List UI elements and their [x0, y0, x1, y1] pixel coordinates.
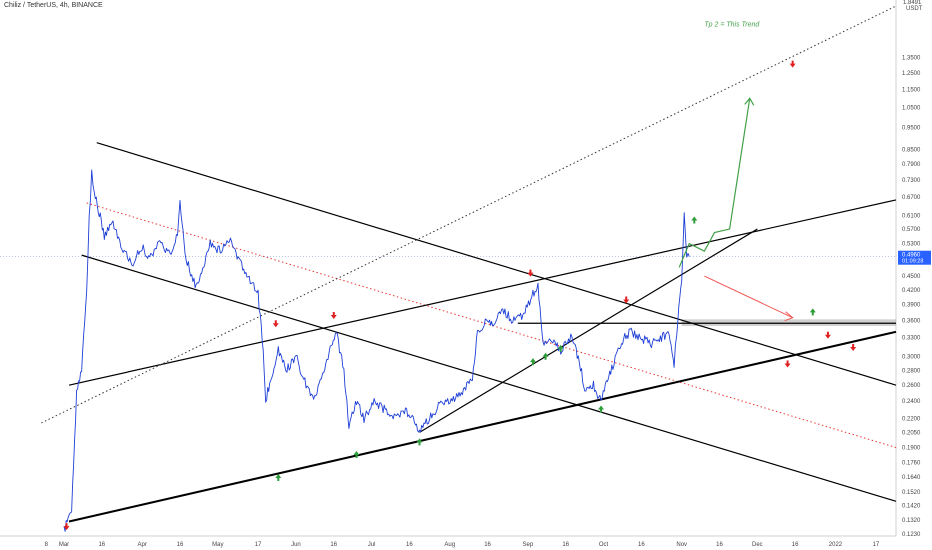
y-tick-label: 0.6700: [902, 195, 921, 201]
x-tick-label: Sep: [523, 542, 534, 548]
projection-arrow-red: [704, 275, 793, 319]
down-arrow-marker: [784, 360, 791, 368]
y-tick-label: 0.2050: [902, 430, 921, 436]
y-tick-label: 0.5300: [902, 242, 921, 248]
up-arrow-marker: [275, 474, 282, 482]
x-tick-label: Jun: [291, 542, 301, 548]
y-tick-label: 1.1500: [902, 87, 921, 93]
axis-unit-label: USDT: [906, 6, 923, 12]
x-tick-label: 16: [330, 542, 337, 548]
x-tick-label: 16: [177, 542, 184, 548]
down-arrow-marker: [272, 320, 279, 328]
down-arrow-marker: [824, 331, 831, 339]
y-tick-label: 1.2500: [902, 71, 921, 77]
price-tag-box: [898, 250, 931, 265]
y-tick-label: 0.7900: [902, 162, 921, 168]
up-arrow-marker: [809, 308, 816, 316]
y-tick-label: 0.8500: [902, 148, 921, 154]
y-tick-label: 0.1900: [902, 446, 921, 452]
y-tick-label: 0.1520: [902, 490, 921, 496]
y-tick-label: 0.5700: [902, 227, 921, 233]
y-tick-label: 0.3600: [902, 318, 921, 324]
descending-midline: [86, 202, 897, 449]
inner-trend: [419, 228, 758, 433]
up-arrow-marker: [557, 344, 564, 352]
x-tick-label: 16: [562, 542, 569, 548]
y-tick-label: 0.9500: [902, 125, 921, 131]
down-arrow-marker: [330, 311, 337, 319]
price-tag-countdown: 01:09:28: [902, 259, 923, 265]
chart-header: Chiliz / TetherUS, 4h, BINANCE: [4, 2, 103, 9]
x-tick-label: 17: [255, 542, 262, 548]
y-tick-label: 0.2600: [902, 383, 921, 389]
y-tick-label: 0.2200: [902, 416, 921, 422]
up-arrow-marker: [529, 358, 536, 366]
tp2-arrowhead: [744, 97, 755, 106]
x-tick-label: May: [212, 542, 223, 548]
price-tag-value: 0.4960: [902, 253, 921, 259]
up-arrow-marker: [416, 438, 423, 446]
y-tick-label: 0.3000: [902, 355, 921, 361]
y-tick-label: 1.3500: [902, 56, 921, 62]
x-tick-label: Nov: [676, 542, 687, 548]
y-tick-label: 0.7300: [902, 178, 921, 184]
down-arrow-marker: [527, 269, 534, 277]
y-tick-label: 0.1230: [902, 532, 921, 538]
x-tick-label: Aug: [444, 542, 455, 548]
x-tick-label: 17: [872, 542, 879, 548]
projection-arrowhead-red: [784, 311, 794, 322]
x-tick-label: Oct: [599, 542, 609, 548]
y-tick-label: 0.2800: [902, 368, 921, 374]
y-tick-label: 0.1760: [902, 461, 921, 467]
ascending-support: [68, 330, 897, 523]
x-tick-label: 2022: [829, 542, 843, 548]
down-arrow-marker: [623, 296, 630, 304]
x-tick-label: Apr: [137, 542, 146, 548]
y-tick-label: 0.3300: [902, 336, 921, 342]
x-tick-label: Jul: [368, 542, 376, 548]
x-tick-label: 16: [98, 542, 105, 548]
y-tick-label: 0.1640: [902, 475, 921, 481]
y-tick-label: 0.1320: [902, 518, 921, 524]
x-tick-label: 16: [484, 542, 491, 548]
down-arrow-marker: [850, 343, 857, 351]
up-arrow-marker: [542, 352, 549, 360]
y-tick-label: 1.0500: [902, 106, 921, 112]
y-tick-label: 0.4200: [902, 288, 921, 294]
x-tick-label: 16: [792, 542, 799, 548]
axis-unit-top: 1.8491: [903, 0, 922, 6]
x-tick-label: 8: [45, 542, 49, 548]
tp2-annotation: Tp 2 = This Trend: [704, 21, 760, 28]
down-arrow-marker: [63, 523, 70, 531]
x-tick-label: 16: [716, 542, 723, 548]
x-tick-label: 16: [406, 542, 413, 548]
descending-channel-upper: [96, 142, 897, 386]
x-tick-label: Mar: [59, 542, 69, 548]
down-arrow-marker: [789, 60, 796, 68]
price-series-line: [63, 169, 690, 532]
dotted-trend: [41, 5, 897, 424]
x-tick-label: 16: [638, 542, 645, 548]
y-tick-label: 0.6100: [902, 214, 921, 220]
up-arrow-marker: [353, 450, 360, 458]
up-arrow-marker: [691, 216, 698, 224]
ascending-resistance: [68, 199, 897, 386]
tp2-path: [678, 98, 751, 268]
y-tick-label: 0.3900: [902, 303, 921, 309]
y-tick-label: 0.4500: [902, 274, 921, 280]
x-tick-label: Dec: [752, 542, 763, 548]
up-arrow-marker: [598, 405, 605, 413]
y-tick-label: 0.2400: [902, 399, 921, 405]
descending-channel-lower: [81, 254, 897, 502]
y-tick-label: 0.1420: [902, 503, 921, 509]
